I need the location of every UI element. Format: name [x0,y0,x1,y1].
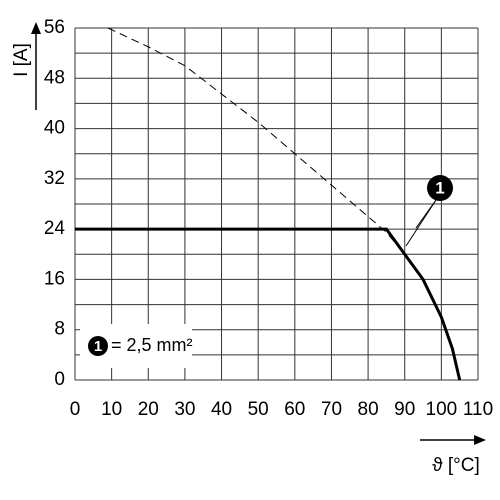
series-line [107,27,406,255]
x-tick-label: 70 [321,399,342,420]
y-axis-label: I [A] [11,43,32,77]
x-tick-label: 10 [101,399,122,420]
x-tick-label: 20 [138,399,159,420]
callout-line [415,199,437,229]
callout-marker-label: 1 [435,178,444,197]
x-tick-label: 30 [174,399,195,420]
legend-marker [88,336,108,356]
x-tick-label: 50 [248,399,269,420]
x-tick-label: 90 [394,399,415,420]
callout-marker [427,175,453,201]
x-tick-label: 110 [463,399,493,420]
x-tick-label: 40 [211,399,232,420]
x-tick-label: 80 [358,399,379,420]
y-tick-label: 0 [54,369,65,390]
y-tick-label: 16 [44,268,65,289]
x-axis-arrowhead [474,435,486,445]
legend-text: = 2,5 mm² [111,335,193,355]
y-axis-arrowhead [31,22,41,34]
y-tick-label: 48 [44,67,65,88]
series-line [75,227,462,381]
y-tick-label: 8 [54,319,65,340]
legend-marker-label: 1 [94,338,102,355]
y-tick-label: 32 [44,168,65,189]
x-axis-label: ϑ [°C] [432,455,480,476]
y-tick-label: 24 [44,218,66,239]
y-tick-label: 56 [44,17,65,38]
x-tick-label: 0 [70,399,81,420]
y-tick-label: 40 [44,118,65,139]
x-tick-label: 100 [426,399,458,420]
x-tick-label: 60 [284,399,305,420]
